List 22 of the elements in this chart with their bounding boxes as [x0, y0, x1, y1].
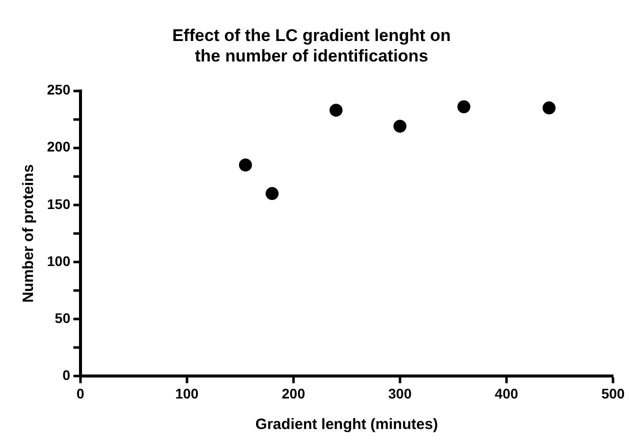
text: the number of identifications — [194, 46, 428, 66]
y-tick-label: 100 — [47, 252, 71, 269]
point — [266, 187, 279, 200]
x-tick-label: 500 — [601, 385, 625, 402]
x-tick-label: 0 — [76, 385, 84, 402]
x-axis-title: Gradient lenght (minutes) — [255, 416, 438, 434]
y-tick-label: 200 — [47, 138, 71, 155]
point — [330, 104, 343, 117]
x-tick-label: 400 — [494, 385, 518, 402]
point — [393, 120, 406, 133]
y-axis-title: Number of proteins — [20, 164, 38, 303]
x-tick-label: 100 — [175, 385, 199, 402]
text: Effect of the LC gradient lenght on — [172, 26, 451, 45]
y-tick-label: 250 — [47, 82, 71, 98]
point — [238, 158, 252, 172]
point — [542, 101, 556, 114]
point — [457, 100, 470, 114]
y-tick-label: 50 — [54, 310, 71, 326]
x-tick-label: 300 — [388, 385, 412, 402]
x-tick-label: 200 — [282, 385, 306, 402]
y-tick-label: 150 — [47, 196, 71, 212]
y-tick-label: 0 — [62, 367, 71, 384]
